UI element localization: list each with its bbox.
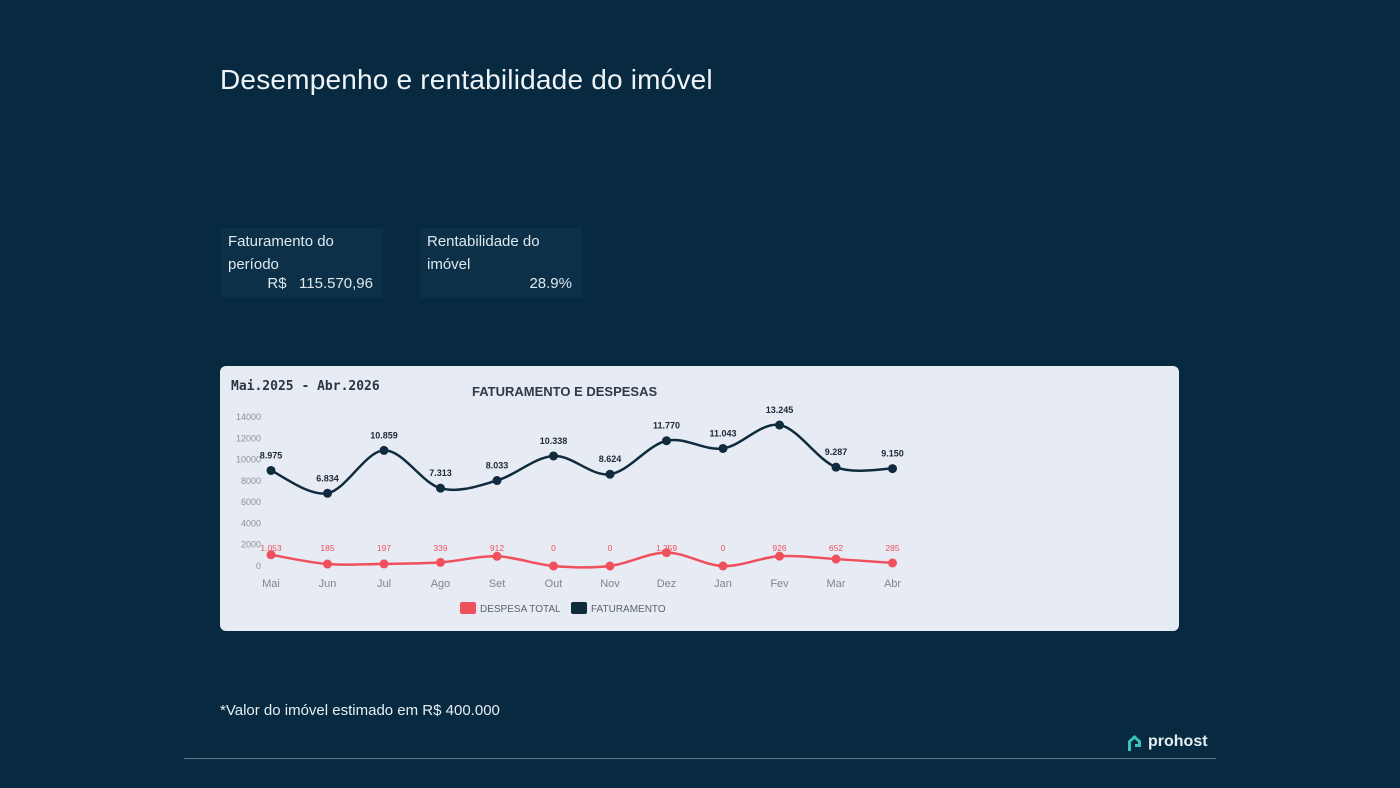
y-tick-label: 10000 xyxy=(236,455,261,465)
despesa-total-data-label: 197 xyxy=(377,543,391,553)
x-tick-label: Set xyxy=(489,578,506,590)
despesa-total-point xyxy=(436,557,445,567)
x-tick-label: Out xyxy=(545,578,563,590)
despesa-total-data-label: 339 xyxy=(433,543,447,553)
despesa-total-data-label: 0 xyxy=(608,543,613,553)
kpi-profitability-value: 28.9% xyxy=(529,275,572,292)
faturamento-data-label: 8.624 xyxy=(599,454,622,464)
chart-title: FATURAMENTO E DESPESAS xyxy=(472,384,658,399)
faturamento-point xyxy=(379,445,389,455)
bottom-divider xyxy=(184,758,1216,759)
faturamento-data-label: 6.834 xyxy=(316,473,339,483)
despesa-total-data-label: 1.053 xyxy=(260,543,282,553)
despesa-total-point xyxy=(379,559,389,569)
y-tick-label: 8000 xyxy=(241,476,261,486)
despesa-total-point xyxy=(662,548,671,558)
brand-logo: prohost xyxy=(1126,731,1208,753)
legend-swatch-despesa-total xyxy=(460,602,476,614)
x-tick-label: Mar xyxy=(827,578,846,590)
despesa-total-point xyxy=(605,561,615,571)
kpi-card-revenue: Faturamento do período R$ 115.570,96 xyxy=(221,228,383,298)
x-tick-label: Abr xyxy=(884,578,901,590)
y-tick-label: 6000 xyxy=(241,497,261,507)
kpi-revenue-value: R$ 115.570,96 xyxy=(267,275,373,292)
faturamento-point xyxy=(775,420,784,430)
despesa-total-point xyxy=(492,551,502,561)
despesa-total-line xyxy=(270,551,893,569)
faturamento-data-label: 9.287 xyxy=(825,447,848,457)
y-tick-label: 4000 xyxy=(241,518,261,528)
faturamento-data-label: 11.043 xyxy=(709,428,736,438)
faturamento-point xyxy=(662,436,671,446)
prohost-logo-icon xyxy=(1128,734,1141,751)
y-tick-label: 0 xyxy=(256,561,261,571)
chart-card: Mai.2025 - Abr.2026 FATURAMENTO E DESPES… xyxy=(220,366,1179,631)
faturamento-data-label: 13.245 xyxy=(766,405,794,415)
faturamento-data-label: 10.859 xyxy=(370,430,398,440)
brand-name: prohost xyxy=(1148,733,1208,750)
footnote: *Valor do imóvel estimado em R$ 400.000 xyxy=(220,702,500,719)
despesa-total-data-label: 926 xyxy=(772,543,786,553)
faturamento-data-label: 7.313 xyxy=(429,468,452,478)
y-tick-label: 12000 xyxy=(236,433,261,443)
despesa-total-point xyxy=(775,551,784,561)
faturamento-point xyxy=(605,469,615,479)
despesa-total-point xyxy=(831,554,841,564)
revenue-expense-chart: 0 2000 4000 6000 8000 10000 12000 14000 Mai Jun Ju… xyxy=(236,405,904,615)
kpi-card-profitability: Rentabilidade do imóvel 28.9% xyxy=(420,228,582,298)
faturamento-point xyxy=(831,462,841,472)
despesa-total-point xyxy=(266,550,276,560)
despesa-total-point xyxy=(549,561,558,571)
despesa-total-data-label: 0 xyxy=(721,543,726,553)
faturamento-data-label: 8.033 xyxy=(486,461,509,471)
x-tick-label: Fev xyxy=(770,578,789,590)
x-tick-label: Jun xyxy=(319,578,337,590)
despesa-total-data-label: 185 xyxy=(320,543,334,553)
despesa-total-data-label: 0 xyxy=(551,543,556,553)
despesa-total-point xyxy=(718,561,728,571)
chart-period: Mai.2025 - Abr.2026 xyxy=(231,379,380,394)
faturamento-data-label: 8.975 xyxy=(260,450,283,460)
faturamento-point xyxy=(266,465,276,475)
y-tick-label: 2000 xyxy=(241,540,261,550)
x-tick-label: Nov xyxy=(600,578,620,590)
y-tick-label: 14000 xyxy=(236,412,261,422)
despesa-total-point xyxy=(888,558,897,568)
x-tick-label: Jan xyxy=(714,578,732,590)
despesa-total-point xyxy=(323,559,332,569)
x-tick-label: Mai xyxy=(262,578,280,590)
x-tick-label: Jul xyxy=(377,578,391,590)
faturamento-point xyxy=(718,443,728,453)
faturamento-point xyxy=(549,451,558,461)
faturamento-point xyxy=(492,476,502,486)
faturamento-point xyxy=(888,464,897,474)
despesa-total-data-label: 652 xyxy=(829,543,843,553)
x-tick-label: Dez xyxy=(657,578,677,590)
faturamento-point xyxy=(323,488,332,498)
faturamento-point xyxy=(436,483,445,493)
legend-swatch-faturamento xyxy=(571,602,587,614)
despesa-total-data-label: 285 xyxy=(885,543,899,553)
legend-label-faturamento: FATURAMENTO xyxy=(591,604,666,615)
despesa-total-data-label: 912 xyxy=(490,543,504,553)
kpi-revenue-label: Faturamento do período xyxy=(228,233,334,273)
faturamento-data-label: 11.770 xyxy=(653,421,680,431)
x-tick-label: Ago xyxy=(431,578,451,590)
legend-label-despesa-total: DESPESA TOTAL xyxy=(480,604,561,615)
faturamento-data-label: 9.150 xyxy=(881,449,904,459)
kpi-profitability-label: Rentabilidade do imóvel xyxy=(427,233,540,273)
page-title: Desempenho e rentabilidade do imóvel xyxy=(220,64,713,95)
despesa-total-data-label: 1.259 xyxy=(656,543,678,553)
faturamento-data-label: 10.338 xyxy=(540,436,568,446)
faturamento-line xyxy=(270,423,893,495)
